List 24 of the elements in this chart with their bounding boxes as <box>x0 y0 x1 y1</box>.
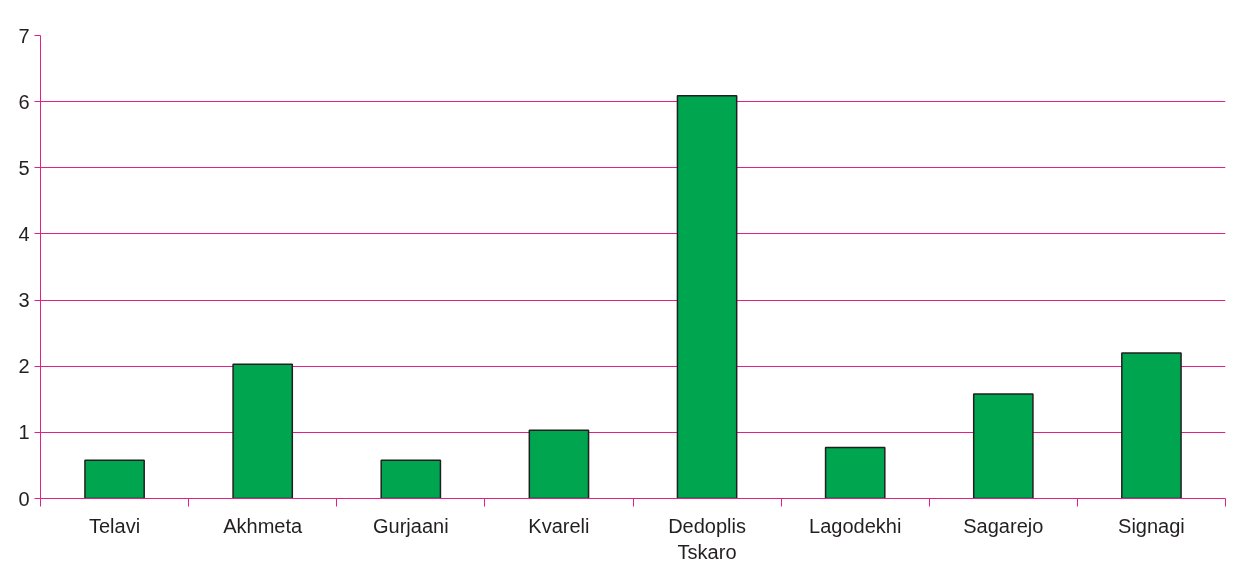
x-tick-label: Kvareli <box>528 514 590 537</box>
bar <box>972 393 1034 499</box>
x-tick-label: Signagi <box>1118 514 1185 537</box>
x-tick-label: Lagodekhi <box>809 514 902 537</box>
x-tick-label: Sagarejo <box>963 514 1044 537</box>
y-tick-label: 3 <box>18 289 30 312</box>
x-tick-label: Gurjaani <box>373 514 449 537</box>
y-tick-label: 4 <box>18 222 30 245</box>
x-tick-label: Telavi <box>89 514 141 537</box>
x-tick-label: Dedoplis Tskaro <box>668 514 746 563</box>
bar <box>1121 352 1182 499</box>
bar <box>676 94 738 499</box>
y-tick-label: 2 <box>18 355 30 378</box>
y-tick-label: 5 <box>18 156 30 179</box>
x-tick-label: Akhmeta <box>223 514 304 537</box>
y-tick-label: 0 <box>18 487 30 510</box>
bar <box>824 446 886 499</box>
bar <box>380 459 442 499</box>
y-tick-label: 7 <box>18 24 30 47</box>
y-tick-label: 1 <box>18 421 30 444</box>
bar <box>232 363 294 499</box>
bar <box>84 459 145 499</box>
y-tick-label: 6 <box>18 90 30 113</box>
bar <box>528 429 590 499</box>
